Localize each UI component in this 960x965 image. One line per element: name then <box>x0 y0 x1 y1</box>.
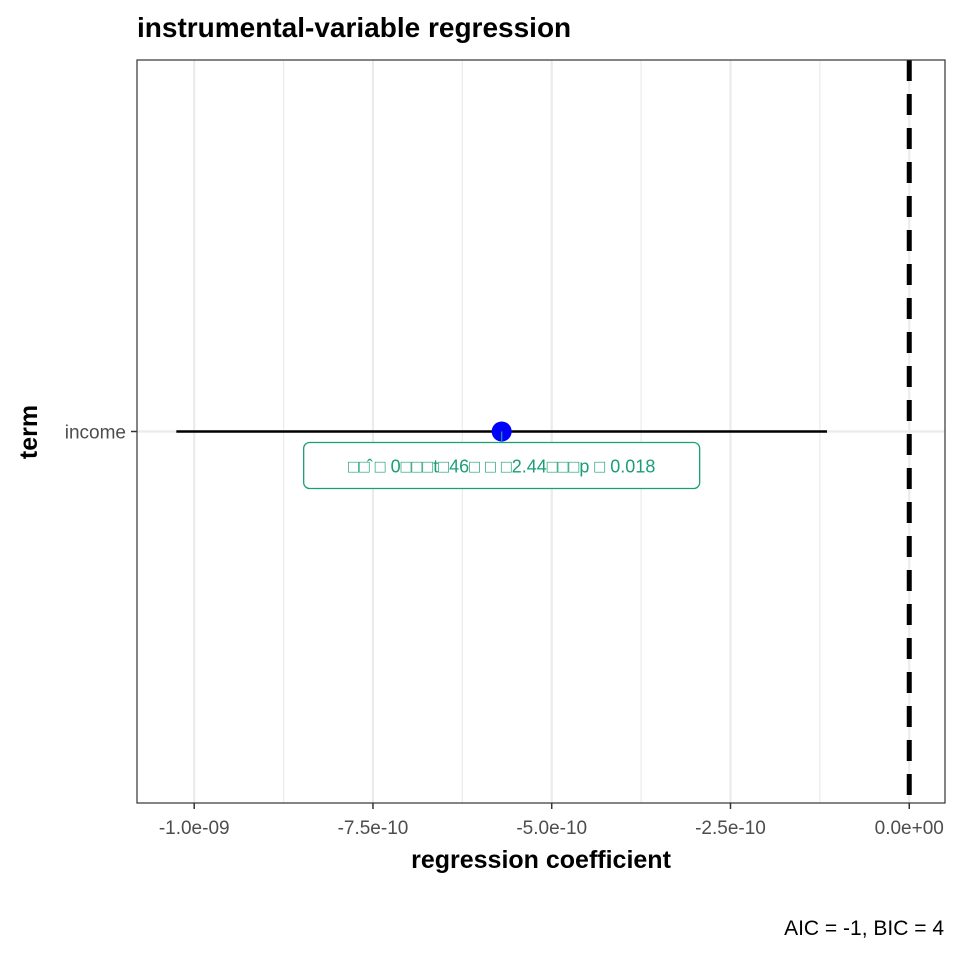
x-tick-label: -2.5e-10 <box>695 818 766 839</box>
chart-title: instrumental-variable regression <box>137 12 571 43</box>
y-tick-label: income <box>65 423 126 444</box>
y-axis: income <box>65 423 137 444</box>
estimate-label-text: □□̂ □ 0□□□t□46□ □ □2.44□□□p □ 0.018 <box>348 457 655 477</box>
x-axis-label: regression coefficient <box>411 846 671 874</box>
x-tick-label: 0.0e+00 <box>875 818 944 839</box>
x-axis: -1.0e-09 -7.5e-10 -5.0e-10 -2.5e-10 0.0e+00 <box>159 803 944 839</box>
x-tick-label: -5.0e-10 <box>516 818 587 839</box>
x-tick-label: -7.5e-10 <box>338 818 409 839</box>
model-caption: AIC = -1, BIC = 4 <box>784 917 944 940</box>
x-tick-label: -1.0e-09 <box>159 818 230 839</box>
data-marks: □□̂ □ 0□□□t□46□ □ □2.44□□□p □ 0.018 <box>176 421 828 490</box>
y-axis-label: term <box>15 405 43 459</box>
